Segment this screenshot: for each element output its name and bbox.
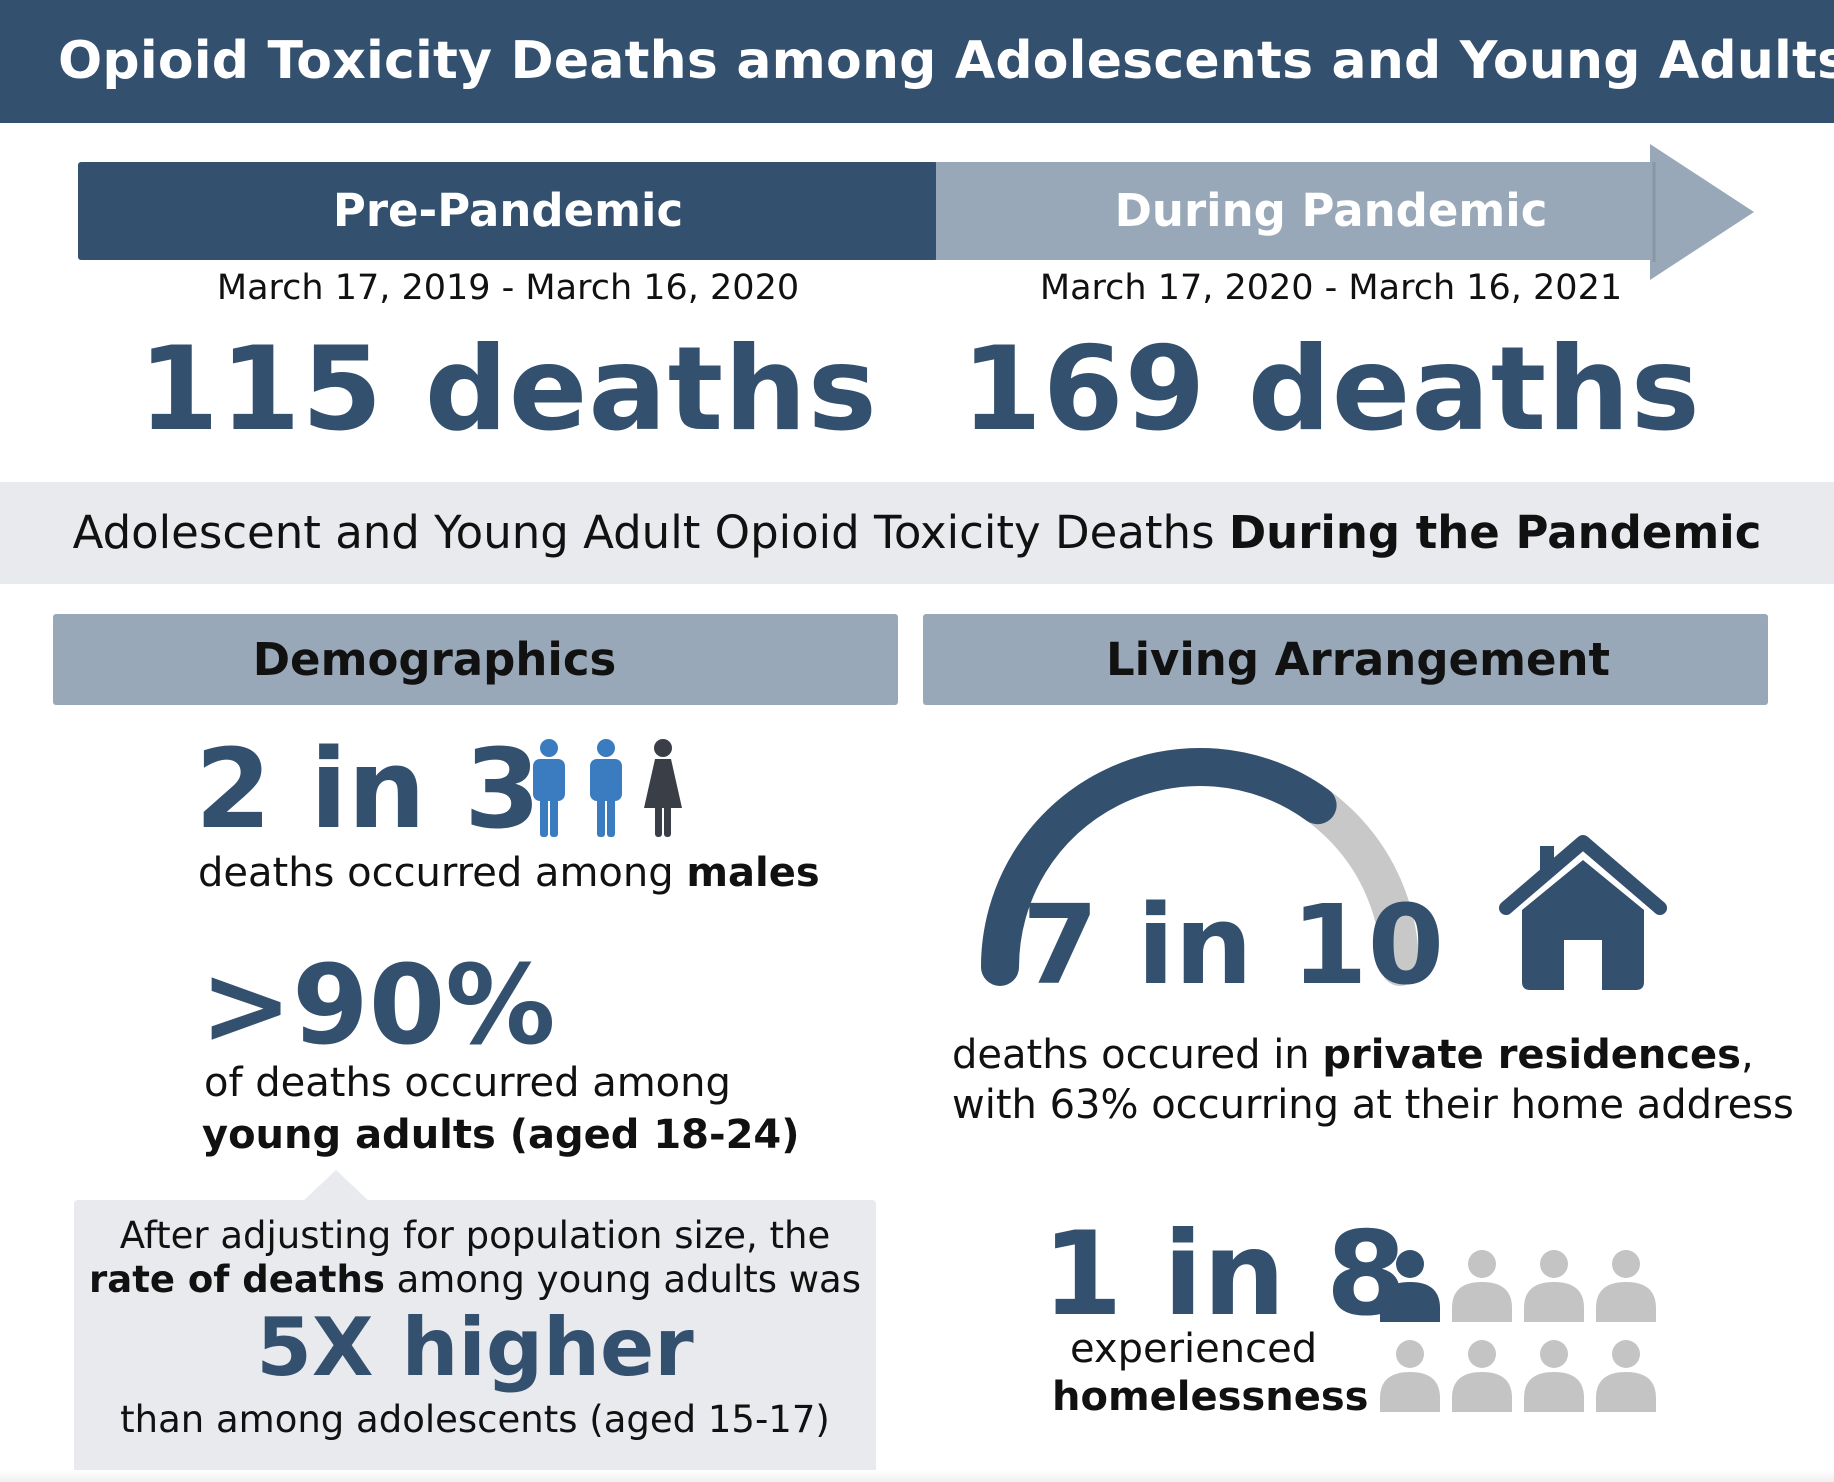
callout-line-2: rate of deaths among young adults was: [74, 1258, 876, 1301]
young-adults-emphasis: young adults (aged 18-24): [202, 1112, 800, 1158]
subheader-band: [0, 482, 1834, 584]
pre-pandemic-bar: [78, 162, 938, 260]
callout-line-1: After adjusting for population size, the: [119, 1214, 831, 1257]
demographics-header-box: [53, 614, 898, 705]
callout-line-3: than among adolescents (aged 15-17): [120, 1398, 830, 1441]
pre-pandemic-dates: March 17, 2019 - March 16, 2020: [216, 268, 800, 308]
person-icon: [1524, 1340, 1584, 1412]
males-emphasis: males: [686, 850, 820, 896]
homelessness-emphasis: homelessness: [1052, 1374, 1369, 1420]
homelessness-description: experienced: [1070, 1326, 1318, 1372]
person-icon: [1596, 1250, 1656, 1322]
callout-line-2-rest: among young adults was: [384, 1258, 861, 1301]
residence-home-address: with 63% occurring at their home address: [952, 1082, 1794, 1128]
gauge-fill: [981, 747, 1337, 986]
person-icon: [1524, 1250, 1584, 1322]
callout-stat: 5X higher: [256, 1301, 694, 1394]
callout-box: [74, 1200, 876, 1474]
living-arrangement-title: Living Arrangement: [1105, 633, 1611, 686]
living-arrangement-header-box: [923, 614, 1768, 705]
person-icon: [1380, 1250, 1440, 1322]
callout-emphasis: rate of deaths: [88, 1258, 385, 1301]
residence-emphasis: private residences: [1322, 1032, 1741, 1078]
residence-stat: 7 in 10: [1022, 881, 1445, 1009]
during-pandemic-dates: March 17, 2020 - March 16, 2021: [1039, 268, 1623, 308]
callout-pointer: [300, 1170, 372, 1204]
during-pandemic-deaths: 169 deaths: [961, 322, 1701, 457]
males-text: deaths occurred among: [198, 850, 687, 896]
subheader-prefix: Adolescent and Young Adult Opioid Toxici…: [72, 506, 1229, 559]
residence-description: deaths occured in private residences,: [952, 1032, 1754, 1078]
subheader: Adolescent and Young Adult Opioid Toxici…: [0, 482, 1834, 584]
person-icon: [1452, 1250, 1512, 1322]
pre-pandemic-deaths: 115 deaths: [138, 322, 878, 457]
males-description: deaths occurred among males: [198, 850, 820, 896]
residence-prefix: deaths occured in: [952, 1032, 1323, 1078]
male-person-icon: [590, 739, 622, 837]
person-icon: [1452, 1340, 1512, 1412]
house-icon: [1499, 835, 1667, 990]
person-icon: [1380, 1340, 1440, 1412]
residence-gauge: [981, 747, 1419, 986]
bottom-edge: [0, 1470, 1834, 1482]
people-icons: [533, 739, 682, 837]
homelessness-stat: 1 in 8: [1042, 1207, 1407, 1342]
demographics-title: Demographics: [252, 633, 617, 686]
residence-suffix: ,: [1740, 1032, 1754, 1078]
title-bar: [0, 0, 1834, 123]
pre-pandemic-label: Pre-Pandemic: [332, 184, 684, 237]
males-stat: 2 in 3: [195, 725, 541, 853]
during-pandemic-label: During Pandemic: [1114, 184, 1548, 237]
during-pandemic-bar: [936, 162, 1656, 260]
young-adults-stat: >90%: [200, 941, 556, 1069]
person-icon-grid: [1380, 1250, 1656, 1412]
subheader-emphasis: During the Pandemic: [1228, 506, 1762, 559]
arrow-head-icon: [1650, 144, 1754, 280]
male-person-icon: [533, 739, 565, 837]
female-person-icon: [644, 739, 682, 837]
person-icon: [1596, 1340, 1656, 1412]
young-adults-description: of deaths occurred among: [204, 1060, 731, 1106]
page-title: Opioid Toxicity Deaths among Adolescents…: [58, 31, 1834, 91]
